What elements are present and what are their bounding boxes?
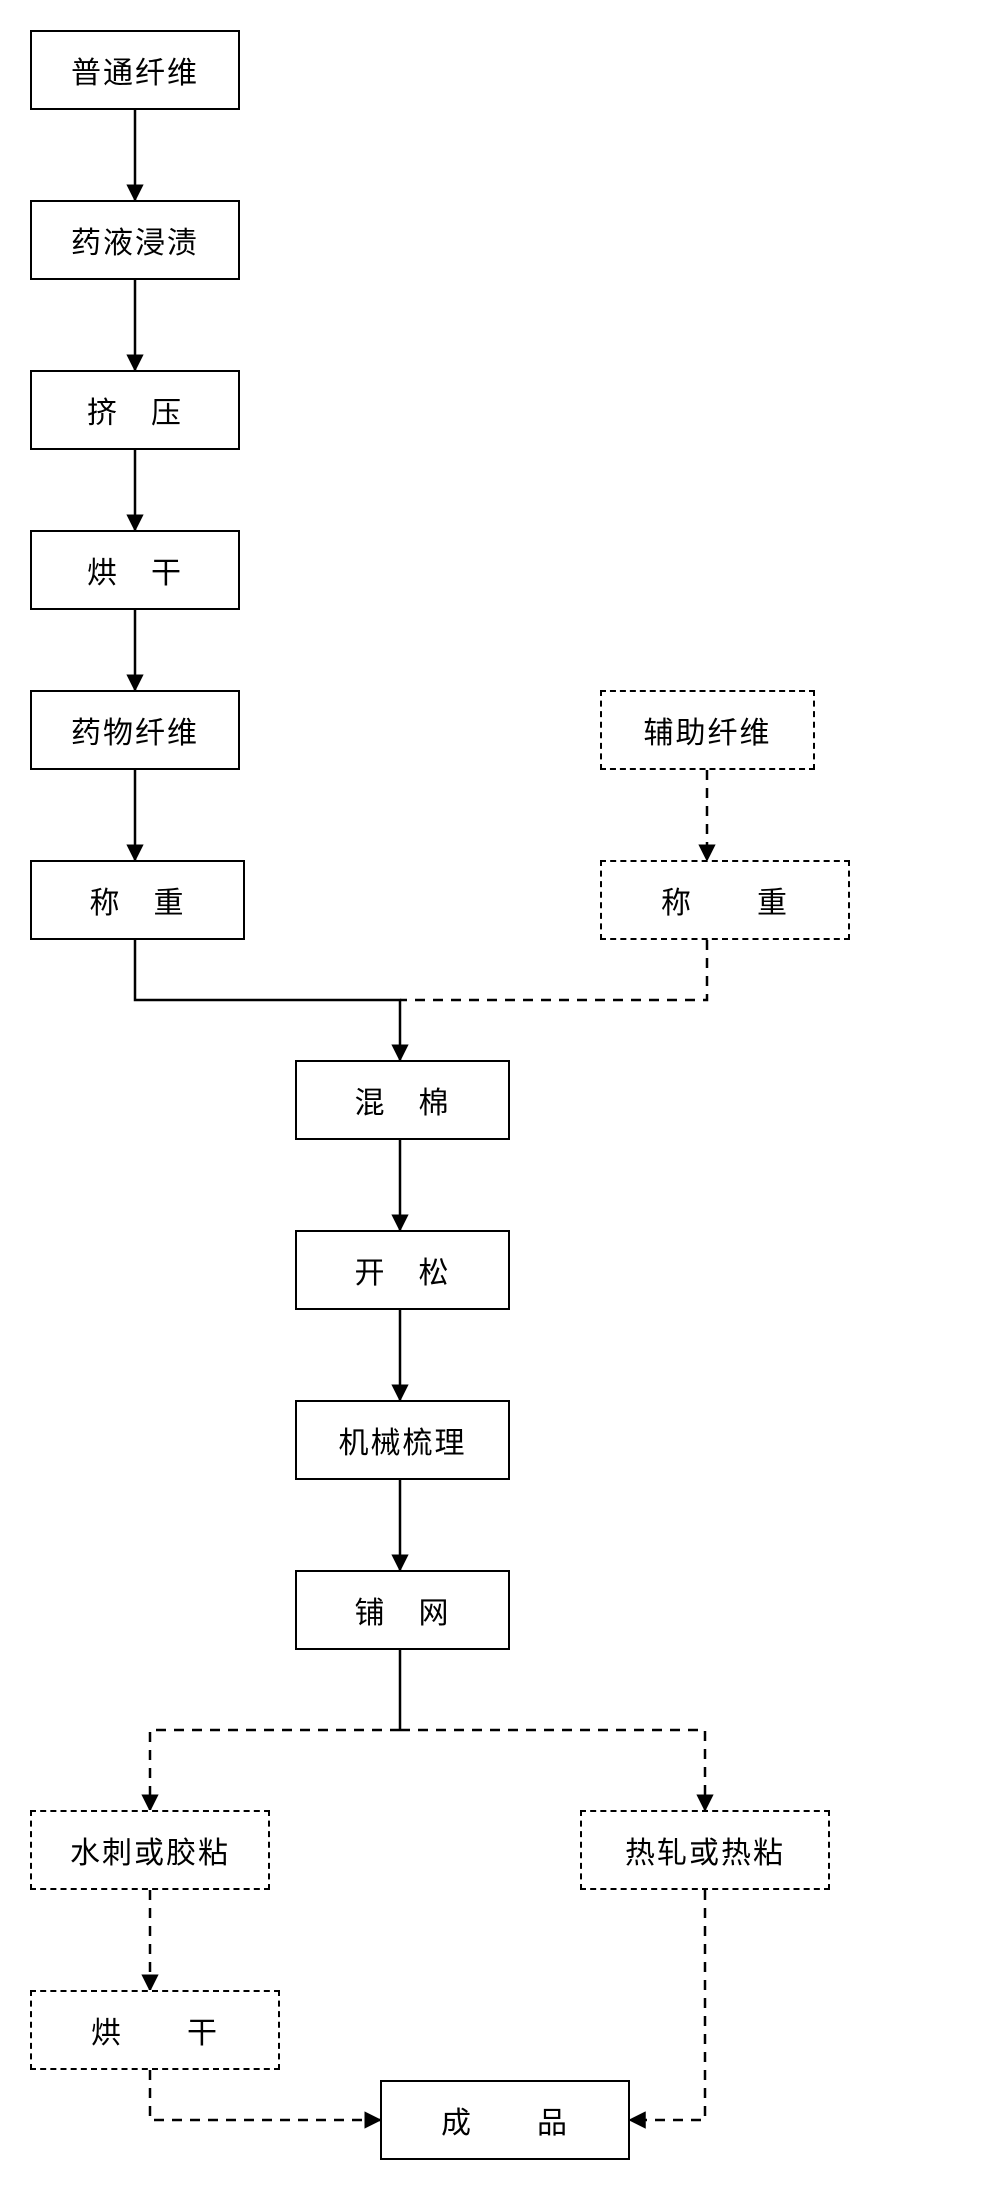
node-b2: 热轧或热粘 bbox=[580, 1810, 830, 1890]
node-n1: 普通纤维 bbox=[30, 30, 240, 110]
node-n2: 药液浸渍 bbox=[30, 200, 240, 280]
edge-6 bbox=[135, 940, 400, 1060]
node-b1: 水刺或胶粘 bbox=[30, 1810, 270, 1890]
node-n10: 铺 网 bbox=[295, 1570, 510, 1650]
node-n4: 烘 干 bbox=[30, 530, 240, 610]
edge-7 bbox=[400, 940, 707, 1000]
node-b3: 烘 干 bbox=[30, 1990, 280, 2070]
node-n5: 药物纤维 bbox=[30, 690, 240, 770]
node-n8: 开 松 bbox=[295, 1230, 510, 1310]
edge-13 bbox=[400, 1730, 705, 1810]
node-a1: 辅助纤维 bbox=[600, 690, 815, 770]
node-n9: 机械梳理 bbox=[295, 1400, 510, 1480]
edge-12 bbox=[150, 1730, 400, 1810]
node-n6: 称 重 bbox=[30, 860, 245, 940]
node-a2: 称 重 bbox=[600, 860, 850, 940]
node-n11: 成 品 bbox=[380, 2080, 630, 2160]
node-n3: 挤 压 bbox=[30, 370, 240, 450]
edge-15 bbox=[150, 2070, 380, 2120]
edge-16 bbox=[630, 1890, 705, 2120]
flowchart-canvas: 普通纤维药液浸渍挤 压烘 干药物纤维称 重辅助纤维称 重混 棉开 松机械梳理铺 … bbox=[0, 0, 985, 2201]
node-n7: 混 棉 bbox=[295, 1060, 510, 1140]
